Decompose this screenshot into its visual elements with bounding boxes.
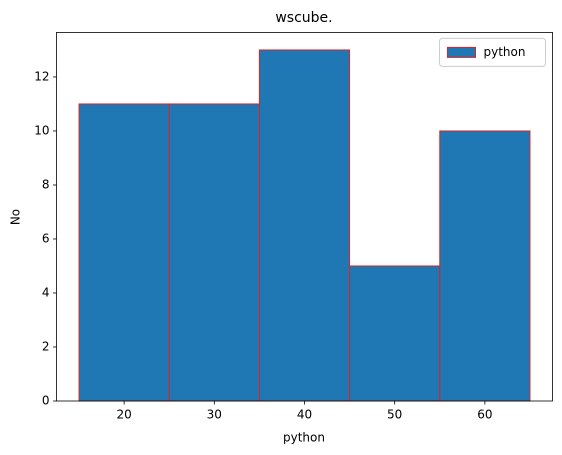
- bar: [78, 103, 170, 402]
- y-tick-label: 6: [42, 231, 50, 245]
- chart-title: wscube.: [275, 10, 332, 26]
- legend-swatch: [447, 46, 476, 58]
- bar: [168, 103, 260, 402]
- y-axis-label: No: [9, 209, 23, 225]
- legend-label: python: [484, 45, 526, 59]
- y-tick-label: 12: [34, 69, 49, 83]
- x-tick-label: 50: [387, 408, 402, 422]
- x-tick-label: 60: [477, 408, 492, 422]
- x-tick-label: 40: [297, 408, 312, 422]
- x-axis-label: python: [283, 431, 325, 445]
- y-tick-label: 0: [42, 394, 50, 408]
- y-tick-label: 8: [42, 177, 50, 191]
- bar: [439, 130, 531, 402]
- bar: [349, 265, 441, 402]
- y-tick-label: 2: [42, 339, 50, 353]
- x-tick-label: 20: [116, 408, 131, 422]
- y-tick-label: 10: [34, 123, 49, 137]
- legend-box: [439, 37, 546, 67]
- x-tick-label: 30: [207, 408, 222, 422]
- y-tick-label: 4: [42, 285, 50, 299]
- bar: [258, 49, 351, 402]
